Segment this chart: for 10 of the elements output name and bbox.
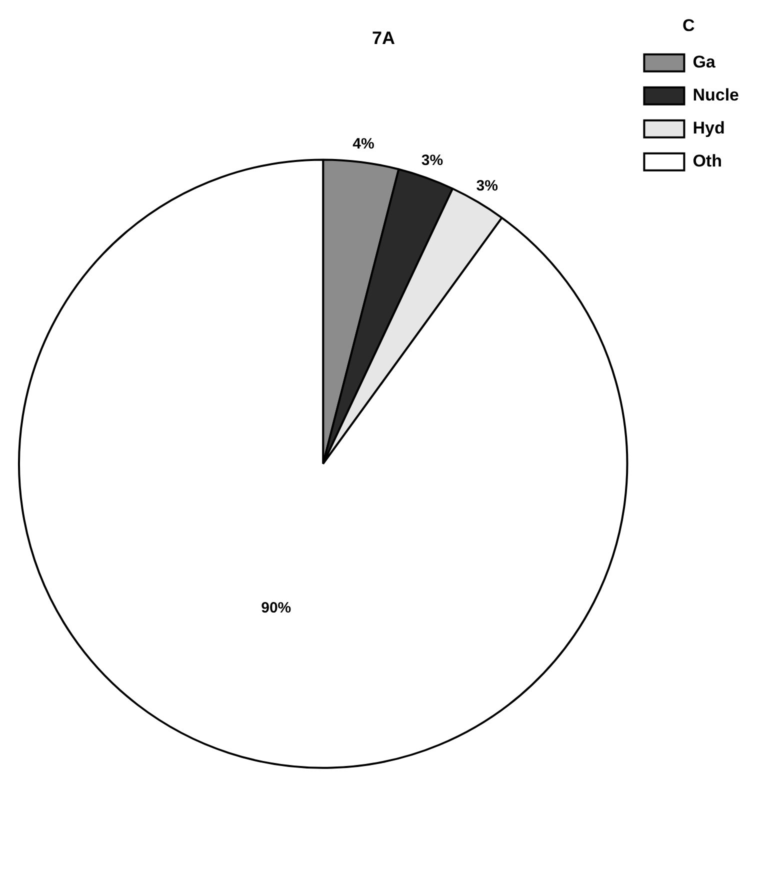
chart-title: 7A <box>372 28 396 48</box>
data-label: 4% <box>352 135 374 152</box>
legend-label: Hyd <box>692 118 725 138</box>
data-label: 90% <box>261 600 292 617</box>
legend-title: C <box>682 16 695 36</box>
legend-label: Oth <box>692 152 722 171</box>
legend-label: Ga <box>692 52 716 72</box>
legend-label: Nucle <box>692 86 740 105</box>
data-label: 3% <box>421 152 444 169</box>
data-label: 3% <box>476 178 498 195</box>
